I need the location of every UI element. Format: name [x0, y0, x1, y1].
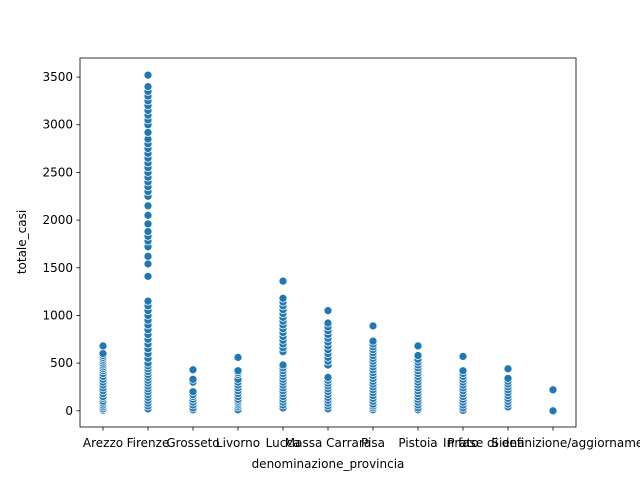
data-point [368, 321, 378, 331]
data-point [143, 70, 153, 80]
data-point [143, 271, 153, 281]
plot-frame [79, 57, 577, 428]
x-tick-label: In fase di definizione/aggiornamento [443, 436, 640, 450]
data-point [368, 336, 378, 346]
data-point [188, 365, 198, 375]
data-point [503, 374, 513, 383]
data-point [143, 210, 153, 220]
data-point [143, 219, 153, 229]
data-point [458, 352, 468, 361]
data-point [143, 201, 153, 211]
y-tick-label: 3000 [42, 118, 73, 132]
data-point [143, 82, 153, 91]
x-tick-label: Lucca [266, 436, 301, 450]
x-tick-label: Pisa [361, 436, 385, 450]
data-point [143, 128, 153, 137]
data-point [548, 406, 558, 416]
x-tick-label: Grosseto [166, 436, 219, 450]
y-tick-label: 2000 [42, 213, 73, 227]
data-point [413, 341, 423, 351]
data-point [98, 349, 108, 358]
data-point [278, 360, 288, 370]
y-tick-label: 0 [65, 404, 73, 418]
y-tick-label: 500 [50, 356, 73, 370]
y-tick-label: 1000 [42, 308, 73, 322]
data-point [503, 364, 513, 374]
x-tick-label: Massa Carrara [285, 436, 371, 450]
data-point [278, 276, 288, 286]
y-axis: 0 500 1000 1500 2000 2500 3000 3500 [42, 70, 80, 418]
data-point [98, 341, 108, 351]
y-tick-label: 3500 [42, 70, 73, 84]
data-point [143, 251, 153, 261]
data-point [323, 373, 333, 382]
data-point [188, 387, 198, 397]
data-point [323, 318, 333, 328]
data-point [188, 374, 198, 384]
data-point [413, 351, 423, 360]
x-tick-label: Pistoia [398, 436, 437, 450]
data-point [278, 293, 288, 303]
data-point [233, 366, 243, 376]
data-point [323, 306, 333, 316]
data-point [458, 366, 468, 376]
x-tick-label: Firenze [127, 436, 170, 450]
y-tick-label: 1500 [42, 261, 73, 275]
x-tick-label: Livorno [216, 436, 260, 450]
data-point [143, 296, 153, 306]
y-axis-label: totale_casi [15, 210, 29, 274]
data-point [548, 385, 558, 395]
data-points [98, 70, 558, 416]
x-tick-label: Siena [491, 436, 524, 450]
x-axis-label: denominazione_provincia [252, 457, 405, 471]
data-point [143, 227, 153, 236]
y-tick-label: 2500 [42, 165, 73, 179]
data-point [233, 353, 243, 362]
x-tick-label: Prato [447, 436, 478, 450]
data-point [143, 259, 153, 269]
x-tick-label: Arezzo [83, 436, 123, 450]
